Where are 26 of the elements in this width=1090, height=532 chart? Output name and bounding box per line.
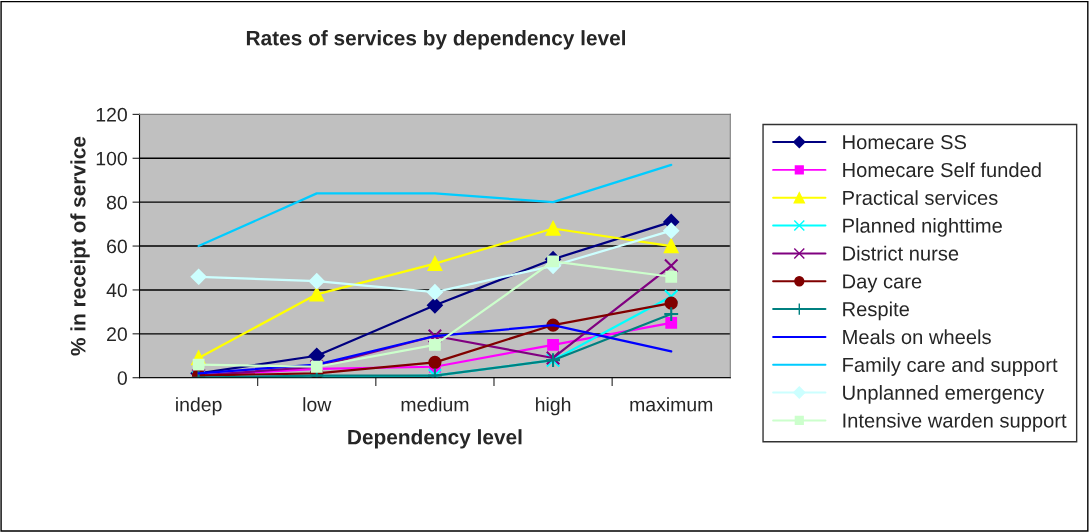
- legend-label: Intensive warden support: [843, 412, 1067, 432]
- x-tick-label: maximum: [630, 397, 713, 412]
- y-tick-label: 80: [106, 195, 127, 210]
- x-tick-label: medium: [401, 397, 469, 412]
- legend-label: Meals on wheels: [843, 329, 991, 345]
- x-tick-label: low: [303, 397, 332, 412]
- y-tick-label: 0: [117, 371, 127, 385]
- y-tick-label: 20: [107, 327, 127, 342]
- legend-label: Day care: [843, 274, 922, 293]
- legend-label: Unplanned emergency: [843, 385, 1045, 404]
- x-tick-label: indep: [176, 397, 222, 416]
- y-tick-label: 40: [106, 283, 127, 298]
- x-axis-title: Dependency level: [348, 429, 522, 449]
- legend-label: Practical services: [843, 190, 998, 205]
- chart-title: Rates of services by dependency level: [246, 30, 626, 50]
- y-tick-label: 120: [96, 107, 127, 122]
- x-tick-label: high: [536, 397, 571, 416]
- y-tick-label: 60: [107, 239, 127, 254]
- legend-label: District nurse: [843, 245, 959, 261]
- legend-label: Homecare Self funded: [843, 162, 1041, 178]
- legend-label: Respite: [843, 301, 909, 321]
- legend-label: Homecare SS: [843, 135, 967, 150]
- legend-label: Family care and support: [843, 357, 1058, 376]
- legend-label: Planned nighttime: [843, 218, 1002, 237]
- y-axis-title: % in receipt of service: [70, 136, 90, 356]
- y-tick-label: 100: [96, 151, 127, 166]
